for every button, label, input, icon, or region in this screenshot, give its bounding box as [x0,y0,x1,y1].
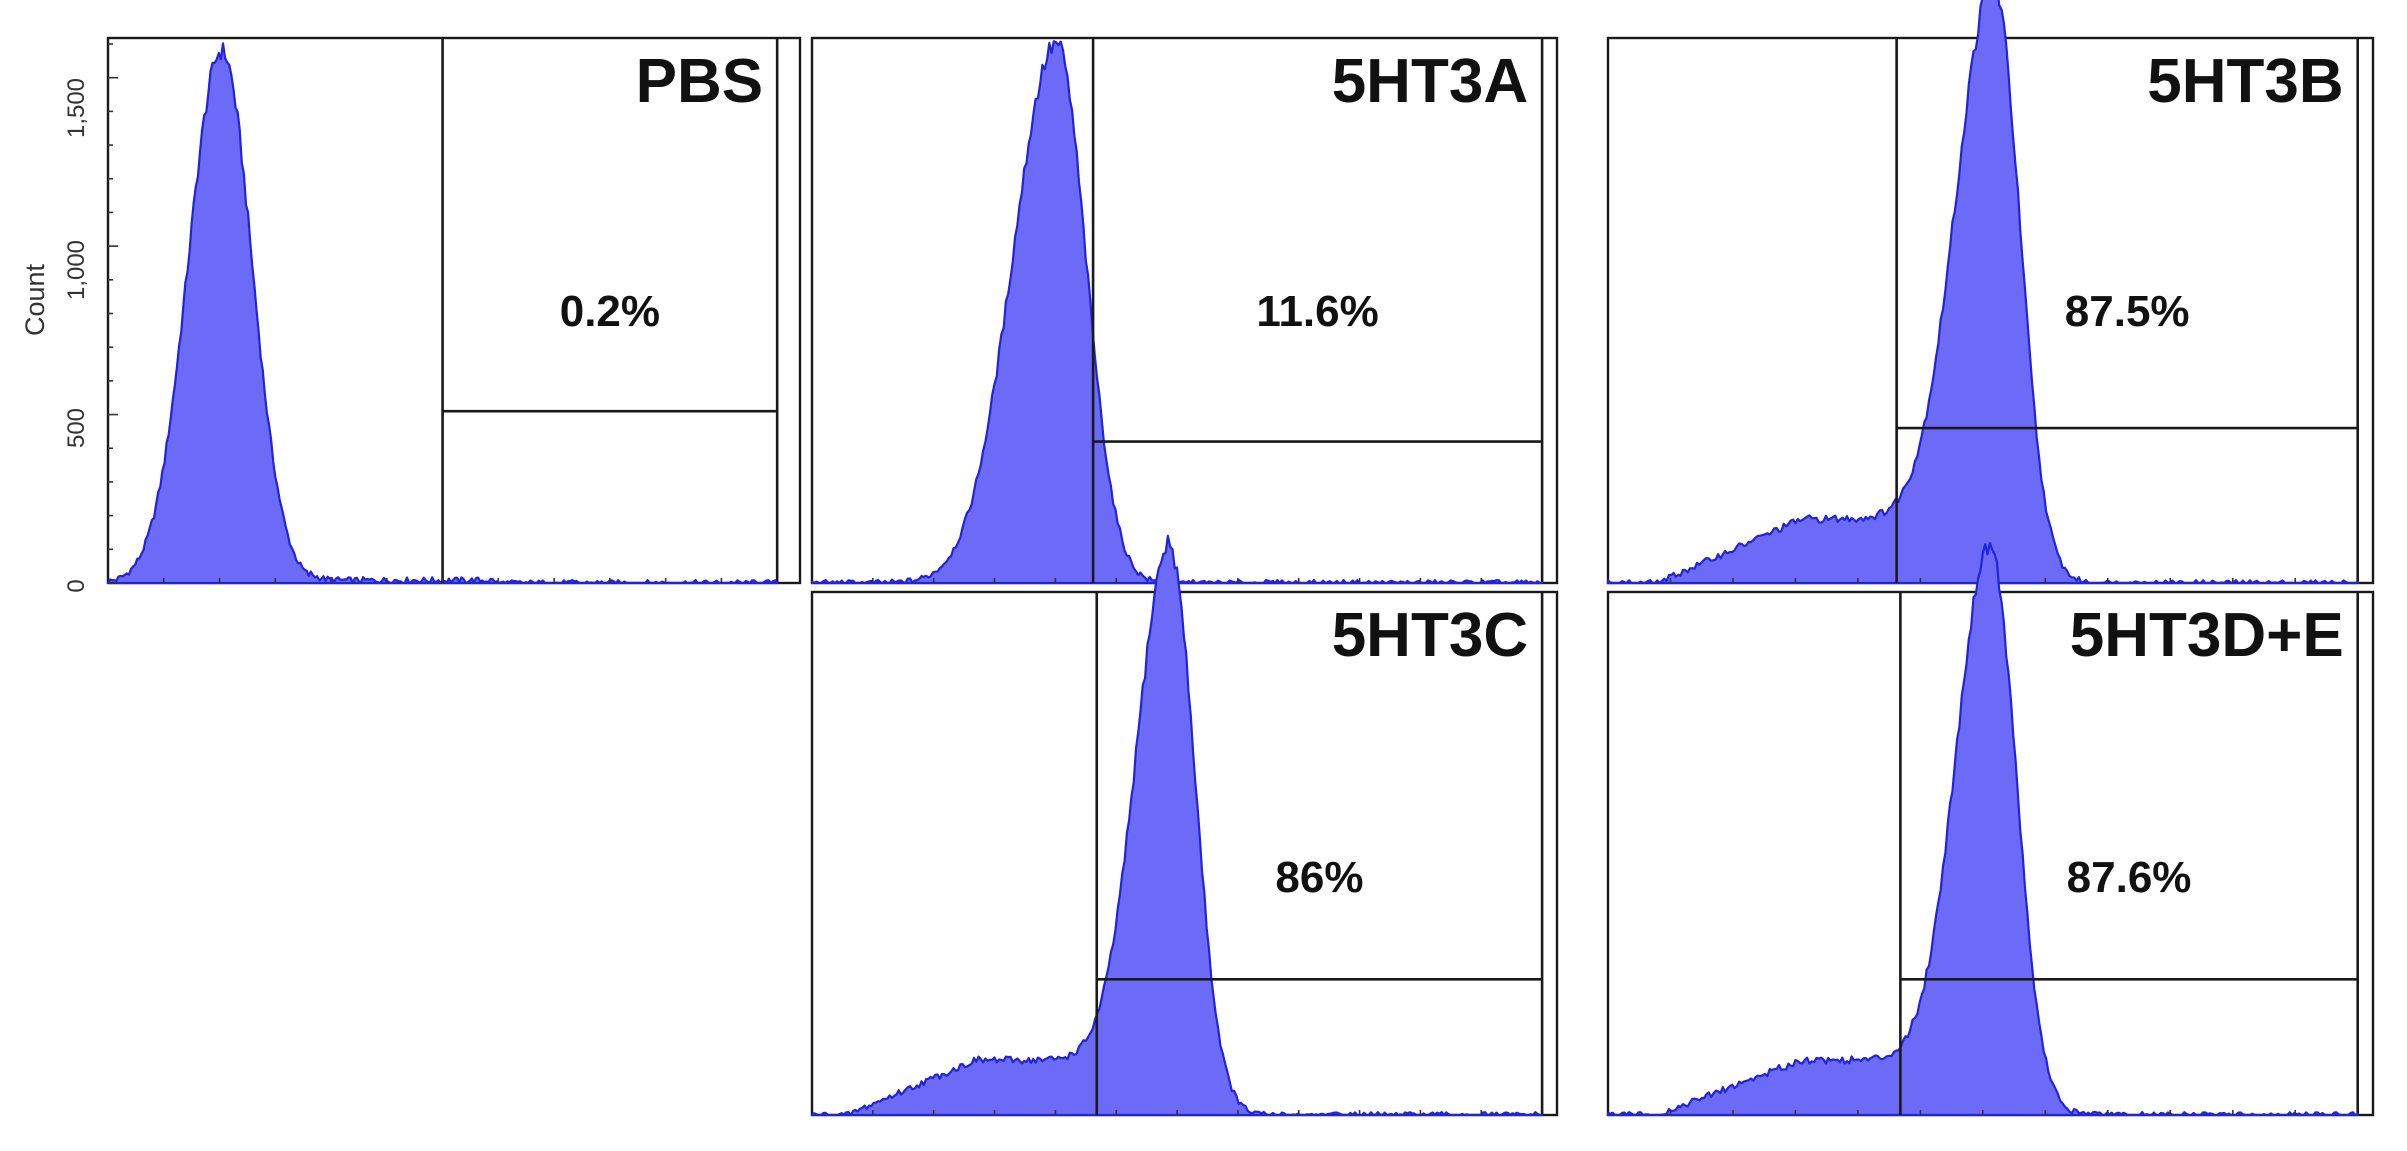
panel-5ht3b: 5HT3B 87.5% [1606,0,2375,585]
histogram-series [1606,542,2359,1117]
y-tick-label-1000: 1,000 [63,240,90,300]
gate-percentage: 11.6% [1256,287,1378,336]
histogram-series [1606,0,2359,585]
gate-percentage: 0.2% [560,287,660,336]
panel-title: 5HT3A [1332,47,1528,116]
y-axis-label: Count [20,263,50,336]
panel-title: 5HT3C [1332,601,1528,670]
y-tick-label-500: 500 [63,408,90,448]
y-tick-label-1500: 1,500 [63,78,90,138]
panel-title: PBS [636,47,763,116]
gate-percentage: 87.6% [2067,853,2192,902]
panel-frame [810,36,1559,585]
panel-5ht3c: 5HT3C 86% [810,534,1559,1117]
gate-percentage: 86% [1275,853,1363,902]
panel-pbs: PBS 0.2% [106,36,802,585]
histogram-series [810,534,1544,1117]
panel-title: 5HT3B [2147,47,2343,116]
panel-title: 5HT3D+E [2070,601,2344,670]
panel-5ht3d-e: 5HT3D+E 87.6% [1606,542,2375,1117]
panel-5ht3a: 5HT3A 11.6% [810,36,1559,585]
gate-percentage: 87.5% [2065,287,2190,336]
y-tick-label-0: 0 [63,579,90,592]
